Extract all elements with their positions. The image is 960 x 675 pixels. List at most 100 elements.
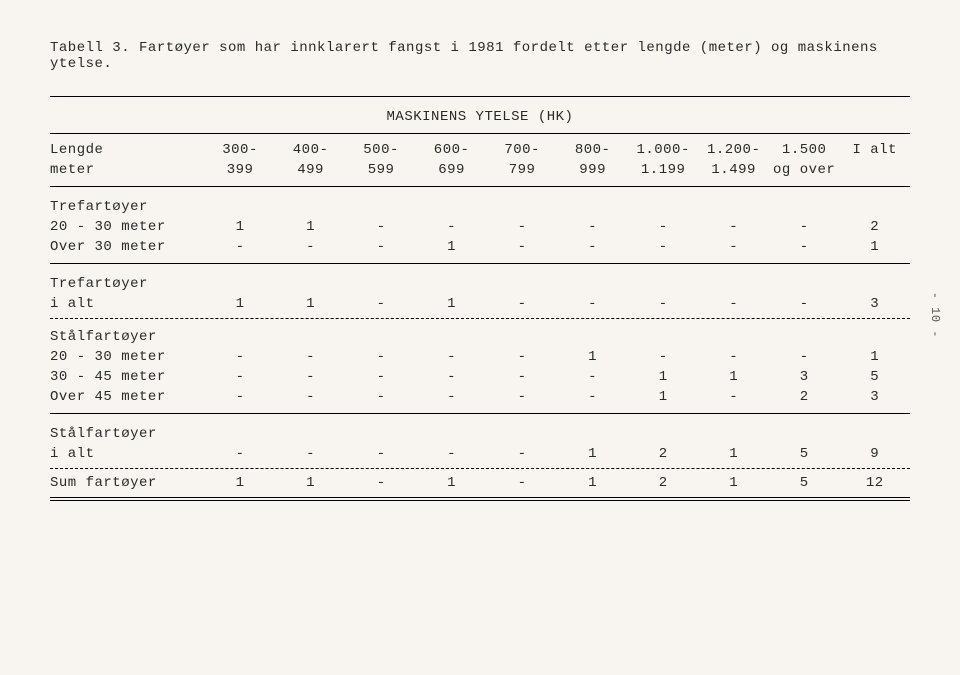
- cell: -: [487, 387, 558, 407]
- cell: -: [487, 217, 558, 237]
- cell: 12: [839, 473, 910, 493]
- row-label: Over 45 meter: [50, 387, 205, 407]
- cell: -: [769, 347, 840, 367]
- cell: -: [346, 294, 417, 314]
- cell: -: [416, 347, 487, 367]
- hdr: 1.499: [698, 160, 769, 180]
- hdr: og over: [769, 160, 840, 180]
- hdr: 399: [205, 160, 276, 180]
- hdr: 799: [487, 160, 558, 180]
- header-row-2: meter 399 499 599 699 799 999 1.199 1.49…: [50, 160, 910, 180]
- table-title: Tabell 3. Fartøyer som har innklarert fa…: [50, 40, 910, 72]
- hdr: 700-: [487, 140, 558, 160]
- section-label: Stålfartøyer: [50, 323, 910, 347]
- cell: -: [628, 347, 699, 367]
- hdr: Lengde: [50, 140, 205, 160]
- cell: -: [698, 237, 769, 257]
- cell: -: [275, 367, 346, 387]
- section-label-row: Trefartøyer: [50, 270, 910, 294]
- section-label: Trefartøyer: [50, 193, 910, 217]
- cell: -: [275, 444, 346, 464]
- cell: -: [487, 237, 558, 257]
- cell: -: [769, 217, 840, 237]
- hdr: 999: [557, 160, 628, 180]
- cell: 1: [698, 367, 769, 387]
- cell: -: [628, 237, 699, 257]
- cell: -: [698, 347, 769, 367]
- cell: 1: [416, 237, 487, 257]
- cell: -: [698, 217, 769, 237]
- cell: -: [698, 387, 769, 407]
- sum-row: Sum fartøyer 1 1 - 1 - 1 2 1 5 12: [50, 473, 910, 493]
- cell: 2: [628, 444, 699, 464]
- cell: -: [769, 294, 840, 314]
- table-row: Over 30 meter---1-----1: [50, 237, 910, 257]
- hdr: 500-: [346, 140, 417, 160]
- cell: 1: [839, 347, 910, 367]
- section-label-row: Trefartøyer: [50, 193, 910, 217]
- cell: -: [557, 387, 628, 407]
- cell: -: [346, 347, 417, 367]
- rule-solid: [50, 413, 910, 414]
- section-table: Stålfartøyer20 - 30 meter-----1---130 - …: [50, 323, 910, 407]
- sum-label: Sum fartøyer: [50, 473, 205, 493]
- hdr: 1.199: [628, 160, 699, 180]
- cell: -: [416, 217, 487, 237]
- cell: 1: [205, 294, 276, 314]
- cell: -: [205, 367, 276, 387]
- section-table: Stålfartøyeri alt-----12159: [50, 420, 910, 464]
- hdr: 400-: [275, 140, 346, 160]
- rule-top: [50, 96, 910, 97]
- section-label: Trefartøyer: [50, 270, 910, 294]
- cell: 1: [557, 347, 628, 367]
- cell: 1: [557, 444, 628, 464]
- hdr: [839, 160, 910, 180]
- cell: -: [769, 237, 840, 257]
- hdr: 800-: [557, 140, 628, 160]
- cell: 5: [839, 367, 910, 387]
- cell: -: [557, 294, 628, 314]
- cell: -: [416, 367, 487, 387]
- cell: -: [628, 217, 699, 237]
- cell: -: [346, 444, 417, 464]
- rule-sum-bottom: [50, 497, 910, 501]
- cell: -: [557, 217, 628, 237]
- cell: -: [628, 294, 699, 314]
- cell: -: [275, 387, 346, 407]
- cell: 5: [769, 444, 840, 464]
- cell: -: [205, 387, 276, 407]
- cell: -: [557, 367, 628, 387]
- hdr: 1.000-: [628, 140, 699, 160]
- hdr: 1.500: [769, 140, 840, 160]
- hdr: meter: [50, 160, 205, 180]
- sum-table: Sum fartøyer 1 1 - 1 - 1 2 1 5 12: [50, 473, 910, 493]
- cell: -: [416, 444, 487, 464]
- cell: -: [346, 473, 417, 493]
- section-label-row: Stålfartøyer: [50, 420, 910, 444]
- cell: -: [205, 237, 276, 257]
- cell: -: [346, 367, 417, 387]
- hdr: I alt: [839, 140, 910, 160]
- cell: -: [205, 347, 276, 367]
- cell: -: [346, 237, 417, 257]
- super-header: MASKINENS YTELSE (HK): [50, 103, 910, 127]
- cell: 1: [628, 387, 699, 407]
- row-label: i alt: [50, 294, 205, 314]
- cell: -: [346, 217, 417, 237]
- cell: 1: [275, 294, 346, 314]
- hdr: 300-: [205, 140, 276, 160]
- cell: -: [205, 444, 276, 464]
- cell: 1: [416, 473, 487, 493]
- cell: 1: [275, 473, 346, 493]
- header-table: Lengde 300- 400- 500- 600- 700- 800- 1.0…: [50, 140, 910, 180]
- row-label: i alt: [50, 444, 205, 464]
- cell: -: [346, 387, 417, 407]
- cell: -: [487, 294, 558, 314]
- hdr: 699: [416, 160, 487, 180]
- cell: 2: [839, 217, 910, 237]
- row-label: Over 30 meter: [50, 237, 205, 257]
- row-label: 20 - 30 meter: [50, 347, 205, 367]
- cell: -: [487, 473, 558, 493]
- hdr: 600-: [416, 140, 487, 160]
- cell: 1: [839, 237, 910, 257]
